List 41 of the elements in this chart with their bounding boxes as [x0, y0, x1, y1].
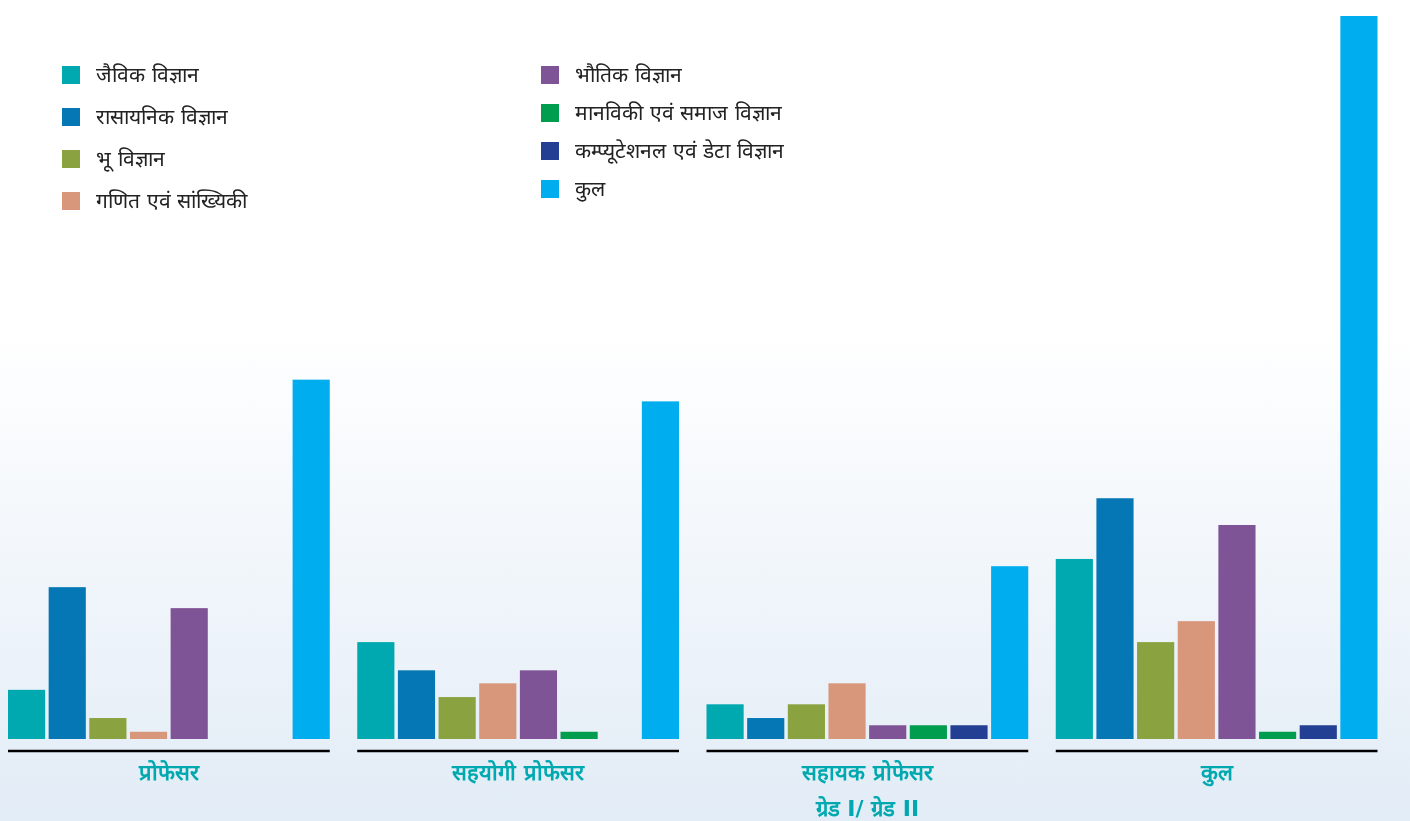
x-tick-label: सहायक प्रोफेसर ग्रेड I/ ग्रेड II — [801, 759, 934, 821]
legend-label: रासायनिक विज्ञान — [96, 105, 228, 129]
bar — [1055, 558, 1093, 739]
bar — [1177, 621, 1215, 739]
legend-label: कुल — [575, 177, 606, 202]
x-tick-label: कुल — [1199, 760, 1234, 787]
bar — [129, 731, 168, 739]
legend-label: भौतिक विज्ञान — [575, 63, 682, 87]
bar — [1299, 725, 1337, 739]
bar — [560, 731, 598, 739]
bar — [787, 704, 825, 739]
bar — [747, 718, 785, 739]
x-tick-label: प्रोफेसर — [137, 759, 200, 785]
legend-label: मानविकी एवं समाज विज्ञान — [575, 101, 783, 125]
legend-label: भू विज्ञान — [96, 147, 165, 172]
bar — [950, 725, 988, 739]
bar — [438, 697, 476, 739]
bar — [706, 704, 744, 739]
bar — [869, 725, 907, 739]
legend-label: कम्प्यूटेशनल एवं डेटा विज्ञान — [575, 139, 785, 164]
legend-label: जैविक विज्ञान — [96, 63, 199, 87]
bar — [641, 401, 679, 739]
bar — [357, 642, 395, 739]
x-tick-label: सहयोगी प्रोफेसर — [451, 759, 585, 785]
bar — [292, 379, 330, 739]
bar — [170, 608, 208, 739]
legend-label: गणित एवं सांख्यिकी — [96, 189, 249, 213]
bar — [1340, 16, 1378, 739]
bar — [48, 587, 86, 739]
bar — [1259, 731, 1297, 739]
bar — [1096, 498, 1134, 739]
bar — [89, 718, 127, 739]
bar — [8, 689, 46, 739]
bar — [909, 725, 947, 739]
bar — [519, 670, 558, 739]
bar — [1137, 642, 1175, 739]
bar — [991, 566, 1029, 739]
bar — [828, 683, 866, 739]
bar — [397, 670, 436, 739]
bar — [1218, 524, 1256, 739]
bar — [479, 683, 517, 739]
